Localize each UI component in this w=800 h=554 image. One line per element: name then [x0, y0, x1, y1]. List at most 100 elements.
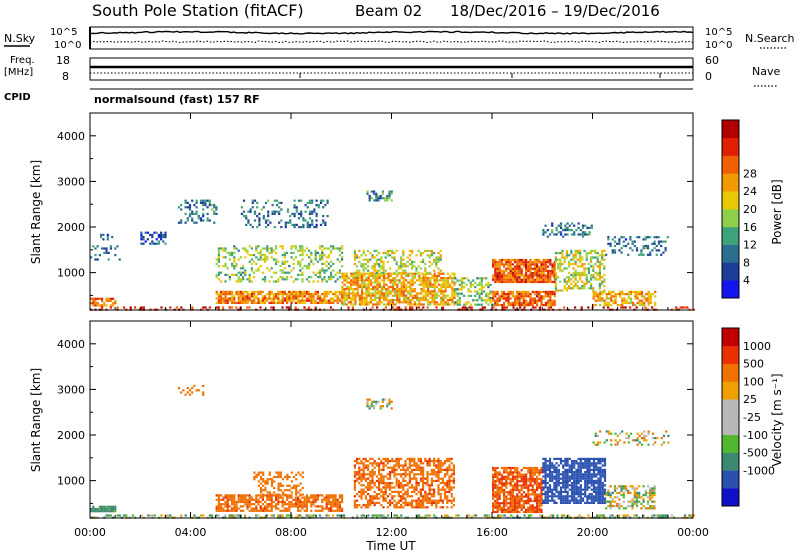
- scatter-cell: [610, 290, 613, 293]
- scatter-cell: [647, 297, 650, 300]
- scatter-cell: [601, 254, 604, 257]
- scatter-cell: [312, 297, 315, 300]
- scatter-cell: [579, 278, 582, 281]
- scatter-cell: [369, 283, 372, 286]
- scatter-cell: [426, 460, 429, 463]
- scatter-cell: [562, 501, 565, 504]
- scatter-cell: [405, 299, 408, 302]
- scatter-cell: [564, 462, 567, 465]
- scatter-cell: [492, 480, 495, 483]
- scatter-cell: [645, 293, 648, 296]
- scatter-cell: [312, 271, 315, 274]
- scatter-cell: [500, 269, 503, 273]
- scatter-cell: [362, 457, 365, 460]
- scatter-cell: [292, 258, 295, 261]
- scatter-cell: [275, 245, 278, 248]
- scatter-cell: [406, 260, 409, 263]
- scatter-cell: [629, 297, 633, 300]
- scatter-cell: [387, 277, 390, 280]
- scatter-cell: [384, 197, 387, 200]
- scatter-cell: [292, 498, 295, 501]
- scatter-cell: [310, 500, 313, 504]
- scatter-cell: [562, 482, 565, 485]
- scatter-cell: [507, 297, 510, 300]
- scatter-cell: [520, 493, 523, 496]
- scatter-cell: [278, 221, 281, 224]
- scatter-cell: [358, 471, 361, 474]
- scatter-cell: [429, 279, 432, 282]
- scatter-cell: [311, 219, 314, 222]
- scatter-cell: [361, 303, 364, 306]
- scatter-cell: [301, 500, 304, 504]
- scatter-cell: [267, 215, 270, 218]
- scatter-cell: [330, 271, 333, 274]
- scatter-cell: [460, 279, 464, 282]
- scatter-cell: [522, 304, 525, 307]
- scatter-cell: [551, 299, 554, 302]
- scatter-cell: [603, 301, 606, 304]
- scatter-cell: [651, 306, 654, 309]
- scatter-cell: [544, 278, 547, 281]
- scatter-cell: [312, 514, 315, 517]
- scatter-cell: [226, 290, 229, 293]
- scatter-cell: [494, 274, 497, 277]
- noise-panel: [89, 26, 694, 50]
- scatter-cell: [555, 473, 558, 476]
- scatter-cell: [266, 507, 269, 510]
- scatter-cell: [215, 258, 218, 261]
- scatter-cell: [611, 249, 614, 252]
- scatter-cell: [250, 258, 253, 261]
- scatter-cell: [422, 479, 425, 482]
- scatter-cell: [257, 514, 260, 517]
- scatter-cell: [365, 272, 368, 275]
- scatter-cell: [109, 299, 112, 303]
- scatter-cell: [441, 468, 444, 471]
- scatter-cell: [288, 489, 291, 492]
- scatter-cell: [426, 473, 429, 476]
- scatter-cell: [362, 252, 365, 255]
- scatter-cell: [536, 299, 539, 302]
- scatter-cell: [496, 272, 499, 275]
- scatter-cell: [583, 267, 586, 270]
- scatter-cell: [286, 478, 289, 481]
- scatter-cell: [646, 236, 650, 239]
- scatter-cell: [105, 514, 108, 517]
- scatter-cell: [332, 245, 335, 248]
- scatter-cell: [305, 494, 308, 497]
- scatter-cell: [270, 299, 273, 302]
- scatter-cell: [514, 267, 517, 270]
- scatter-cell: [297, 212, 301, 215]
- scatter-cell: [634, 295, 637, 298]
- scatter-cell: [512, 306, 515, 309]
- scatter-cell: [385, 294, 388, 297]
- scatter-cell: [525, 502, 528, 505]
- scatter-cell: [396, 294, 399, 297]
- scatter-cell: [292, 486, 296, 490]
- scatter-cell: [253, 219, 257, 222]
- scatter-cell: [400, 468, 403, 471]
- scatter-cell: [522, 295, 525, 298]
- scatter-cell: [323, 293, 326, 296]
- scatter-cell: [446, 460, 449, 463]
- scatter-cell: [554, 278, 557, 281]
- scatter-cell: [413, 274, 416, 277]
- scatter-cell: [267, 199, 270, 202]
- scatter-cell: [427, 299, 430, 302]
- scatter-cell: [420, 290, 423, 293]
- scatter-cell: [184, 212, 187, 215]
- scatter-cell: [306, 206, 309, 209]
- scatter-cell: [402, 263, 405, 266]
- scatter-cell: [378, 281, 381, 284]
- scatter-cell: [598, 254, 601, 257]
- scatter-cell: [294, 295, 297, 298]
- scatter-cell: [433, 301, 436, 304]
- scatter-cell: [415, 479, 418, 482]
- scatter-cell: [536, 486, 539, 489]
- scatter-cell: [310, 295, 313, 298]
- scatter-cell: [330, 249, 333, 252]
- scatter-cell: [446, 495, 449, 498]
- scatter-cell: [107, 297, 110, 300]
- scatter-cell: [360, 462, 363, 465]
- scatter-cell: [533, 488, 536, 492]
- scatter-cell: [433, 493, 436, 496]
